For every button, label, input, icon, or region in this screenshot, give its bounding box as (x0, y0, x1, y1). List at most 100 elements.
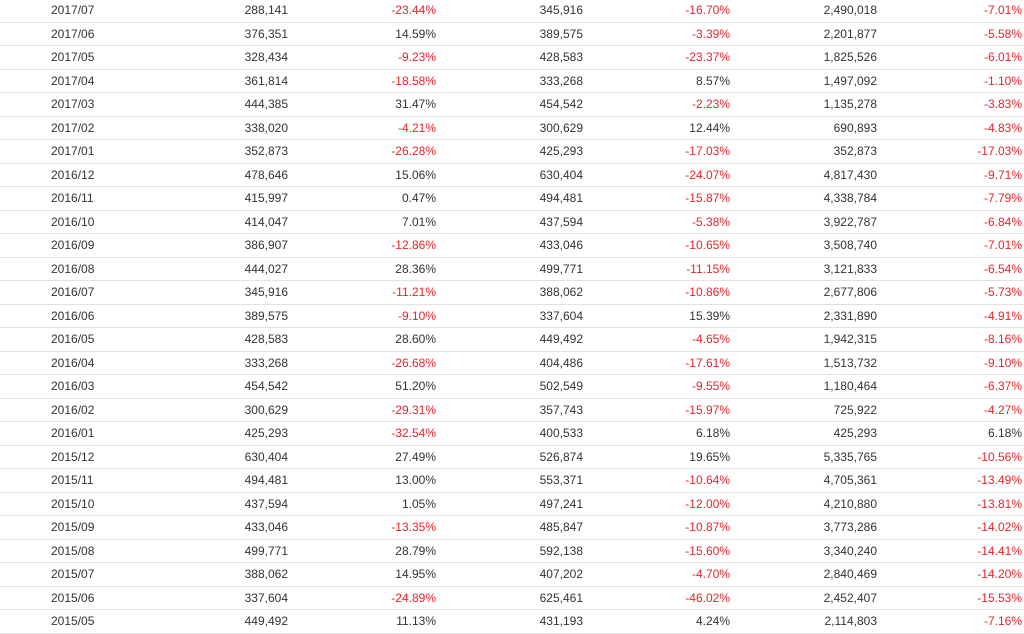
month-cell: 2016/05 (51, 332, 95, 346)
value-cell: 345,916 (244, 285, 288, 299)
percent-cell: -7.01% (983, 238, 1022, 252)
value-cell: 630,404 (244, 449, 288, 464)
month-cell: 2016/04 (51, 355, 95, 370)
month-cell: 2016/01 (51, 426, 95, 440)
percent-cell: 27.49% (395, 449, 436, 464)
percent-cell: -4.70% (691, 567, 730, 581)
month-cell: 2015/10 (51, 496, 95, 511)
cumulative-cell: 4,210,880 (823, 496, 877, 511)
percent-cell: -15.60% (685, 543, 730, 558)
percent-cell: 4.24% (695, 614, 730, 628)
percent-cell: -15.97% (685, 402, 730, 417)
percent-cell: -17.03% (685, 144, 730, 158)
percent-cell: -29.31% (391, 402, 436, 417)
month-cell: 2015/12 (51, 449, 95, 464)
percent-cell: -4.21% (397, 120, 436, 135)
month-cell: 2015/11 (51, 473, 94, 487)
month-cell: 2015/07 (51, 567, 95, 581)
table-row: 2016/03 454,542 51.20% 502,549 -9.55% 1,… (0, 375, 1024, 399)
percent-cell: -26.28% (391, 144, 436, 158)
percent-cell: 6.18% (695, 426, 730, 440)
table-row: 2015/10 437,594 1.05% 497,241 -12.00% 4,… (0, 493, 1024, 516)
cumulative-cell: 725,922 (833, 402, 877, 417)
percent-cell: 15.06% (395, 167, 436, 182)
value-cell: 425,293 (539, 144, 583, 158)
percent-cell: 7.01% (401, 214, 436, 229)
value-cell: 494,481 (539, 191, 583, 205)
percent-cell: -14.20% (977, 567, 1022, 581)
percent-cell: -5.73% (983, 285, 1022, 299)
cumulative-cell: 1,180,464 (823, 379, 877, 393)
percent-cell: -1.10% (983, 73, 1022, 88)
percent-cell: -10.64% (685, 473, 730, 487)
percent-cell: -12.00% (685, 496, 730, 511)
table-row: 2016/11 415,997 0.47% 494,481 -15.87% 4,… (0, 187, 1024, 211)
value-cell: 388,062 (539, 285, 583, 299)
value-cell: 357,743 (539, 402, 583, 417)
month-cell: 2016/06 (51, 308, 95, 323)
percent-cell: 19.65% (689, 449, 730, 464)
percent-cell: -5.38% (691, 214, 730, 229)
percent-cell: -9.10% (983, 355, 1022, 370)
percent-cell: -2.23% (691, 97, 730, 111)
value-cell: 425,293 (244, 426, 288, 440)
cumulative-cell: 3,121,833 (823, 261, 877, 276)
value-cell: 407,202 (539, 567, 583, 581)
value-cell: 454,542 (244, 379, 288, 393)
month-cell: 2016/09 (51, 238, 95, 252)
value-cell: 497,241 (539, 496, 583, 511)
percent-cell: 31.47% (395, 97, 436, 111)
value-cell: 485,847 (539, 520, 583, 534)
value-cell: 415,997 (244, 191, 288, 205)
table-row: 2017/06 376,351 14.59% 389,575 -3.39% 2,… (0, 23, 1024, 46)
cumulative-cell: 4,338,784 (823, 191, 877, 205)
cumulative-cell: 352,873 (833, 144, 877, 158)
table-row: 2017/05 328,434 -9.23% 428,583 -23.37% 1… (0, 46, 1024, 70)
percent-cell: -7.79% (983, 191, 1022, 205)
cumulative-cell: 2,331,890 (823, 308, 877, 323)
table-row: 2016/07 345,916 -11.21% 388,062 -10.86% … (0, 281, 1024, 305)
value-cell: 345,916 (539, 3, 583, 17)
month-cell: 2017/06 (51, 26, 95, 41)
cumulative-cell: 1,825,526 (823, 50, 877, 64)
table-row: 2015/09 433,046 -13.35% 485,847 -10.87% … (0, 516, 1024, 540)
cumulative-cell: 690,893 (833, 120, 877, 135)
percent-cell: 8.57% (695, 73, 730, 88)
cumulative-cell: 2,114,803 (824, 614, 878, 628)
percent-cell: -13.35% (391, 520, 436, 534)
percent-cell: -8.16% (983, 332, 1022, 346)
value-cell: 526,874 (539, 449, 583, 464)
value-cell: 361,814 (244, 73, 288, 88)
percent-cell: -23.44% (391, 3, 436, 17)
table-row: 2016/08 444,027 28.36% 499,771 -11.15% 3… (0, 258, 1024, 281)
cumulative-cell: 3,773,286 (823, 520, 877, 534)
percent-cell: -10.56% (977, 449, 1022, 464)
percent-cell: -7.01% (983, 3, 1022, 17)
value-cell: 499,771 (244, 543, 288, 558)
cumulative-cell: 2,201,877 (823, 26, 877, 41)
month-cell: 2017/07 (51, 3, 95, 17)
percent-cell: -4.91% (983, 308, 1022, 323)
value-cell: 328,434 (244, 50, 288, 64)
value-cell: 454,542 (539, 97, 583, 111)
table-row: 2017/02 338,020 -4.21% 300,629 12.44% 69… (0, 117, 1024, 140)
cumulative-cell: 4,817,430 (823, 167, 877, 182)
cumulative-cell: 5,335,765 (823, 449, 877, 464)
percent-cell: 14.59% (395, 26, 436, 41)
percent-cell: -4.83% (983, 120, 1022, 135)
value-cell: 449,492 (539, 332, 583, 346)
percent-cell: -10.65% (685, 238, 730, 252)
value-cell: 499,771 (539, 261, 583, 276)
table-row: 2016/05 428,583 28.60% 449,492 -4.65% 1,… (0, 328, 1024, 352)
percent-cell: -15.53% (977, 590, 1022, 605)
cumulative-cell: 1,513,732 (823, 355, 877, 370)
percent-cell: -10.86% (685, 285, 730, 299)
value-cell: 494,481 (244, 473, 288, 487)
percent-cell: 12.44% (689, 120, 730, 135)
percent-cell: -4.27% (983, 402, 1022, 417)
table-row: 2015/05 449,492 11.13% 431,193 4.24% 2,1… (0, 610, 1024, 634)
value-cell: 414,047 (244, 214, 288, 229)
table-row: 2015/12 630,404 27.49% 526,874 19.65% 5,… (0, 446, 1024, 469)
value-cell: 428,583 (244, 332, 288, 346)
